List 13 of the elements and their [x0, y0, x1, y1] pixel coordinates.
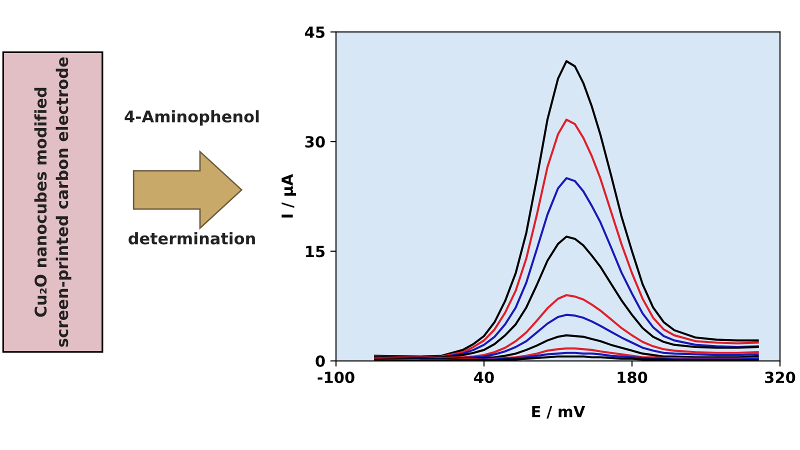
x-tick-label: 320 [765, 372, 796, 384]
x-tick-label: 40 [474, 372, 494, 384]
x-tick-label: -100 [318, 372, 354, 384]
text: 4-Aminophenol [124, 110, 259, 126]
x-tick-label: 180 [618, 372, 648, 384]
y-tick-label: 30 [305, 136, 325, 148]
y-tick-label: 0 [316, 355, 325, 367]
text: determination [128, 232, 255, 244]
y-tick-label: 15 [306, 246, 325, 258]
y-axis-title: I / μA [282, 174, 296, 218]
text: Cu₂O nanocubes modified screen-printed carbon electrode [34, 57, 72, 347]
y-tick-label: 45 [305, 26, 325, 38]
x-axis-title: E / mV [532, 406, 586, 419]
